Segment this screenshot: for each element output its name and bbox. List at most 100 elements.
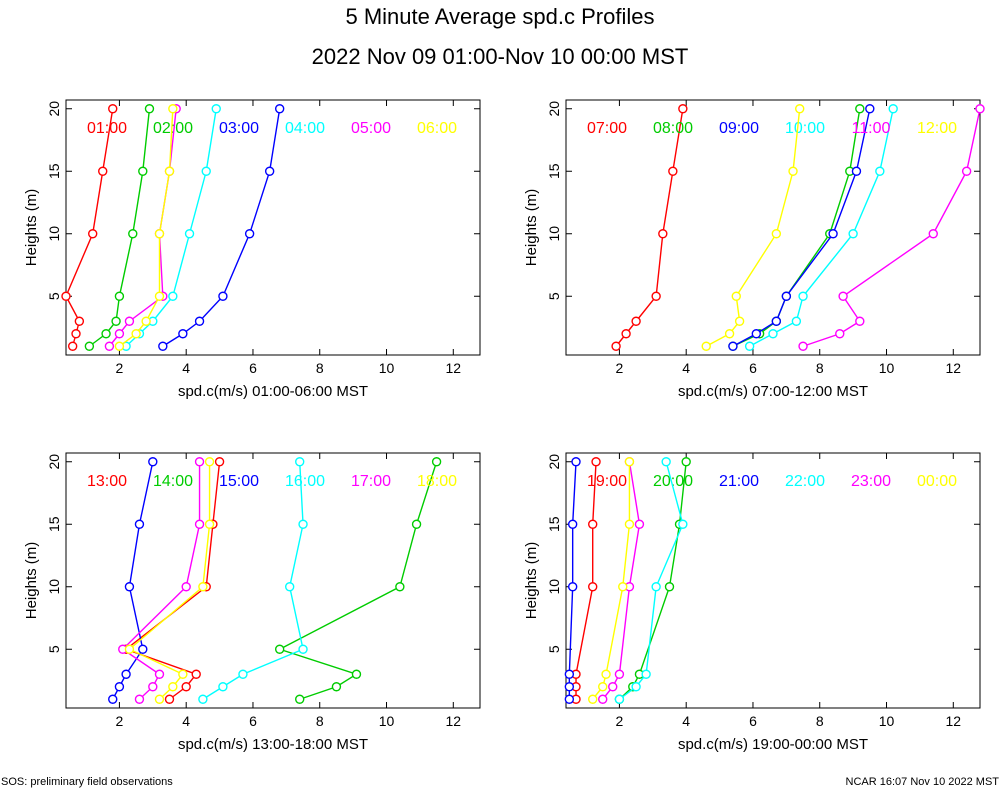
data-point [631,682,641,692]
data-point [661,457,671,467]
data-point [124,644,135,654]
data-point [148,682,158,692]
data-point [634,519,645,529]
data-point [108,694,118,704]
data-point [298,644,308,654]
x-tick-label: 4 [682,713,690,729]
data-point [851,166,862,176]
series-line [65,108,114,347]
data-point [788,166,798,176]
legend-label: 07:00 [587,120,627,137]
x-tick-label: 6 [749,360,757,376]
data-point [855,104,865,114]
data-point [114,329,125,339]
data-point [178,329,188,339]
x-axis-label: spd.c(m/s) 01:00-06:00 MST [178,383,368,400]
data-point [198,582,208,592]
data-point [194,316,205,326]
data-point [678,104,688,114]
y-tick-label: 20 [46,454,62,470]
data-point [798,291,808,301]
data-point [608,682,618,692]
series-15:00 [108,457,158,704]
series-line [112,461,154,700]
data-point [768,329,778,339]
legend-label: 09:00 [719,120,759,137]
data-point [298,519,308,529]
data-point [591,457,601,467]
y-axis-label: Heights (m) [523,189,540,267]
data-point [664,582,675,592]
data-point [588,694,598,704]
data-point [431,457,442,467]
data-point [395,582,405,592]
data-point [194,457,205,467]
data-point [731,291,741,301]
data-point [614,669,625,679]
data-point [658,229,668,239]
data-point [618,582,628,592]
x-tick-label: 8 [316,713,324,729]
data-point [98,166,108,176]
y-axis-label: Heights (m) [523,542,540,620]
data-point [835,329,845,339]
series-09:00 [728,104,875,351]
series-19:00 [571,457,601,704]
data-point [194,519,205,529]
data-point [791,316,802,326]
x-tick-label: 8 [816,713,824,729]
data-point [838,291,848,301]
data-point [138,166,148,176]
data-point [204,457,215,467]
x-axis-label: spd.c(m/s) 13:00-18:00 MST [178,736,368,753]
data-point [295,694,305,704]
y-tick-label: 10 [46,579,62,595]
data-point [124,316,135,326]
series-line [592,461,631,700]
data-point [624,519,635,529]
data-point [651,291,661,301]
x-tick-label: 10 [379,360,395,376]
legend-label: 10:00 [785,120,825,137]
legend-label: 06:00 [417,120,457,137]
series-line [128,461,211,700]
data-point [331,682,342,692]
data-point [154,694,165,704]
data-point [184,229,195,239]
data-point [771,229,782,239]
data-point [701,341,711,351]
data-point [865,104,875,114]
x-tick-label: 6 [249,713,257,729]
data-point [751,329,762,339]
data-point [164,694,175,704]
series-00:00 [588,457,635,704]
data-point [928,229,938,239]
data-point [621,329,631,339]
data-point [88,229,98,239]
data-point [564,694,575,704]
x-axis-label: spd.c(m/s) 07:00-12:00 MST [678,383,868,400]
data-point [181,582,191,592]
data-point [121,669,131,679]
legend-label: 00:00 [917,473,957,490]
data-point [588,582,598,592]
legend-label: 13:00 [87,473,127,490]
y-tick-label: 15 [546,163,562,179]
y-axis-label: Heights (m) [23,542,40,620]
series-line [749,108,894,347]
data-point [214,457,225,467]
legend-label: 18:00 [417,473,457,490]
data-point [191,669,201,679]
data-point [128,229,138,239]
x-tick-label: 8 [316,360,324,376]
data-point [158,341,168,351]
series-01:00 [61,104,118,351]
x-axis-label: spd.c(m/s) 19:00-00:00 MST [678,736,868,753]
data-point [681,457,691,467]
data-point [211,104,221,114]
x-tick-label: 10 [379,713,395,729]
data-point [114,682,125,692]
legend-label: 20:00 [653,473,693,490]
series-line [202,461,304,700]
